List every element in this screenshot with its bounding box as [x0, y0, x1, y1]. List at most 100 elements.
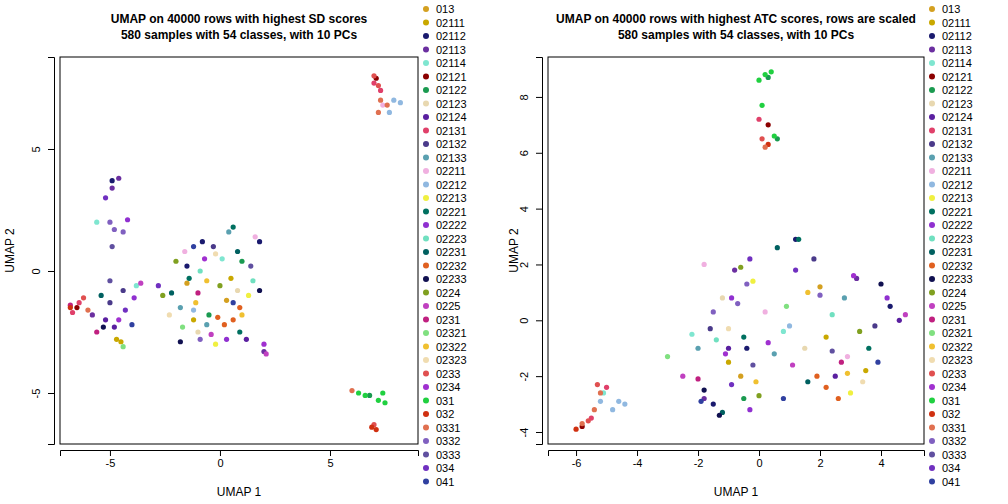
y-tick-label: 6: [518, 150, 530, 156]
point: [744, 281, 749, 286]
point: [114, 337, 119, 342]
x-axis-line: [549, 451, 925, 457]
plot-frame: [60, 57, 418, 444]
point: [750, 279, 755, 284]
legend-label: 0332: [942, 435, 966, 447]
legend-label: 013: [436, 3, 454, 15]
legend-label: 02232: [942, 260, 973, 272]
point: [376, 398, 381, 403]
point: [198, 337, 203, 342]
point: [248, 264, 253, 269]
legend-label: 02231: [436, 246, 467, 258]
point: [738, 265, 743, 270]
point: [160, 293, 165, 298]
y-tick-label: -2: [518, 372, 530, 382]
points: [573, 69, 908, 432]
point: [610, 407, 615, 412]
point: [398, 100, 403, 105]
point: [261, 342, 266, 347]
point: [103, 195, 108, 200]
legend-marker: [423, 141, 429, 147]
point: [814, 374, 819, 379]
legend-marker: [929, 128, 935, 134]
point: [226, 229, 231, 234]
legend-marker: [929, 438, 935, 444]
point: [781, 329, 786, 334]
y-tick-mark: [536, 264, 542, 265]
legend-label: 02113: [942, 44, 972, 56]
x-axis: -505: [61, 450, 419, 469]
x-tick-label: -6: [572, 457, 582, 469]
point: [121, 344, 126, 349]
point: [689, 332, 694, 337]
point: [191, 317, 196, 322]
point: [204, 278, 209, 283]
legend-label: 041: [942, 476, 960, 488]
legend-label: 041: [436, 476, 454, 488]
point: [68, 305, 73, 310]
y-tick: 5: [30, 146, 54, 152]
point: [371, 81, 376, 86]
point: [374, 427, 379, 432]
title: UMAP on 40000 rows with highest ATC scor…: [556, 12, 916, 26]
point: [244, 337, 249, 342]
legend-label: 0333: [942, 449, 966, 461]
point: [726, 326, 731, 331]
y-tick-label: -4: [518, 428, 530, 438]
point: [729, 382, 734, 387]
legend-label: 02124: [942, 111, 973, 123]
point: [349, 388, 354, 393]
point: [118, 339, 123, 344]
legend-marker: [929, 155, 935, 161]
point: [224, 337, 229, 342]
point: [592, 407, 597, 412]
title: UMAP on 40000 rows with highest SD score…: [111, 12, 368, 26]
legend-label: 0332: [436, 435, 460, 447]
point: [211, 244, 216, 249]
point: [107, 300, 112, 305]
point: [866, 346, 871, 351]
point: [209, 332, 214, 337]
point: [138, 281, 143, 286]
y-tick-mark: [536, 209, 542, 210]
x-tick: 0: [217, 450, 223, 469]
point: [235, 288, 240, 293]
point: [376, 110, 381, 115]
point: [756, 78, 761, 83]
point: [698, 399, 703, 404]
legend-label: 0331: [942, 422, 966, 434]
point: [860, 379, 865, 384]
point: [94, 329, 99, 334]
point: [857, 329, 862, 334]
point: [763, 72, 768, 77]
point: [604, 385, 609, 390]
legend-label: 034: [436, 462, 454, 474]
legend-marker: [929, 371, 935, 377]
y-tick-mark: [536, 153, 542, 154]
point: [74, 305, 79, 310]
point: [187, 276, 192, 281]
point: [772, 351, 777, 356]
legend-marker: [423, 195, 429, 201]
y-tick: -2: [518, 372, 542, 382]
y-tick-label: 4: [518, 206, 530, 212]
point: [750, 362, 755, 367]
y-tick-label: 8: [518, 94, 530, 100]
x-tick: -6: [572, 450, 582, 469]
point: [107, 220, 112, 225]
point: [231, 300, 236, 305]
point: [380, 390, 385, 395]
point: [204, 322, 209, 327]
point: [239, 259, 244, 264]
x-tick-label: 2: [817, 457, 823, 469]
legend-marker: [929, 398, 935, 404]
legend-label: 02212: [942, 179, 973, 191]
x-axis-title: UMAP 1: [217, 485, 262, 499]
legend-label: 0225: [942, 300, 966, 312]
point: [759, 136, 764, 141]
y-axis-line: [536, 58, 543, 445]
point: [769, 69, 774, 74]
legend-label: 02221: [942, 206, 973, 218]
legend-marker: [929, 465, 935, 471]
legend-marker: [423, 371, 429, 377]
